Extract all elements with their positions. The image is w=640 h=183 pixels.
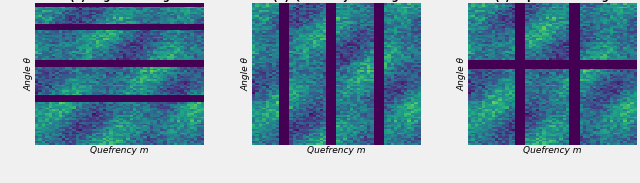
- Title: (b) Quefrency Masking: (b) Quefrency Masking: [273, 0, 399, 2]
- Y-axis label: Angle θ: Angle θ: [241, 57, 250, 91]
- X-axis label: Quefrency m: Quefrency m: [523, 146, 582, 155]
- X-axis label: Quefrency m: Quefrency m: [307, 146, 365, 155]
- Y-axis label: Angle θ: Angle θ: [458, 57, 467, 91]
- Title: (a) Angle Masking: (a) Angle Masking: [70, 0, 170, 2]
- Y-axis label: Angle θ: Angle θ: [25, 57, 34, 91]
- X-axis label: Quefrency m: Quefrency m: [90, 146, 149, 155]
- Title: (c) Cepstral Masking: (c) Cepstral Masking: [495, 0, 609, 2]
